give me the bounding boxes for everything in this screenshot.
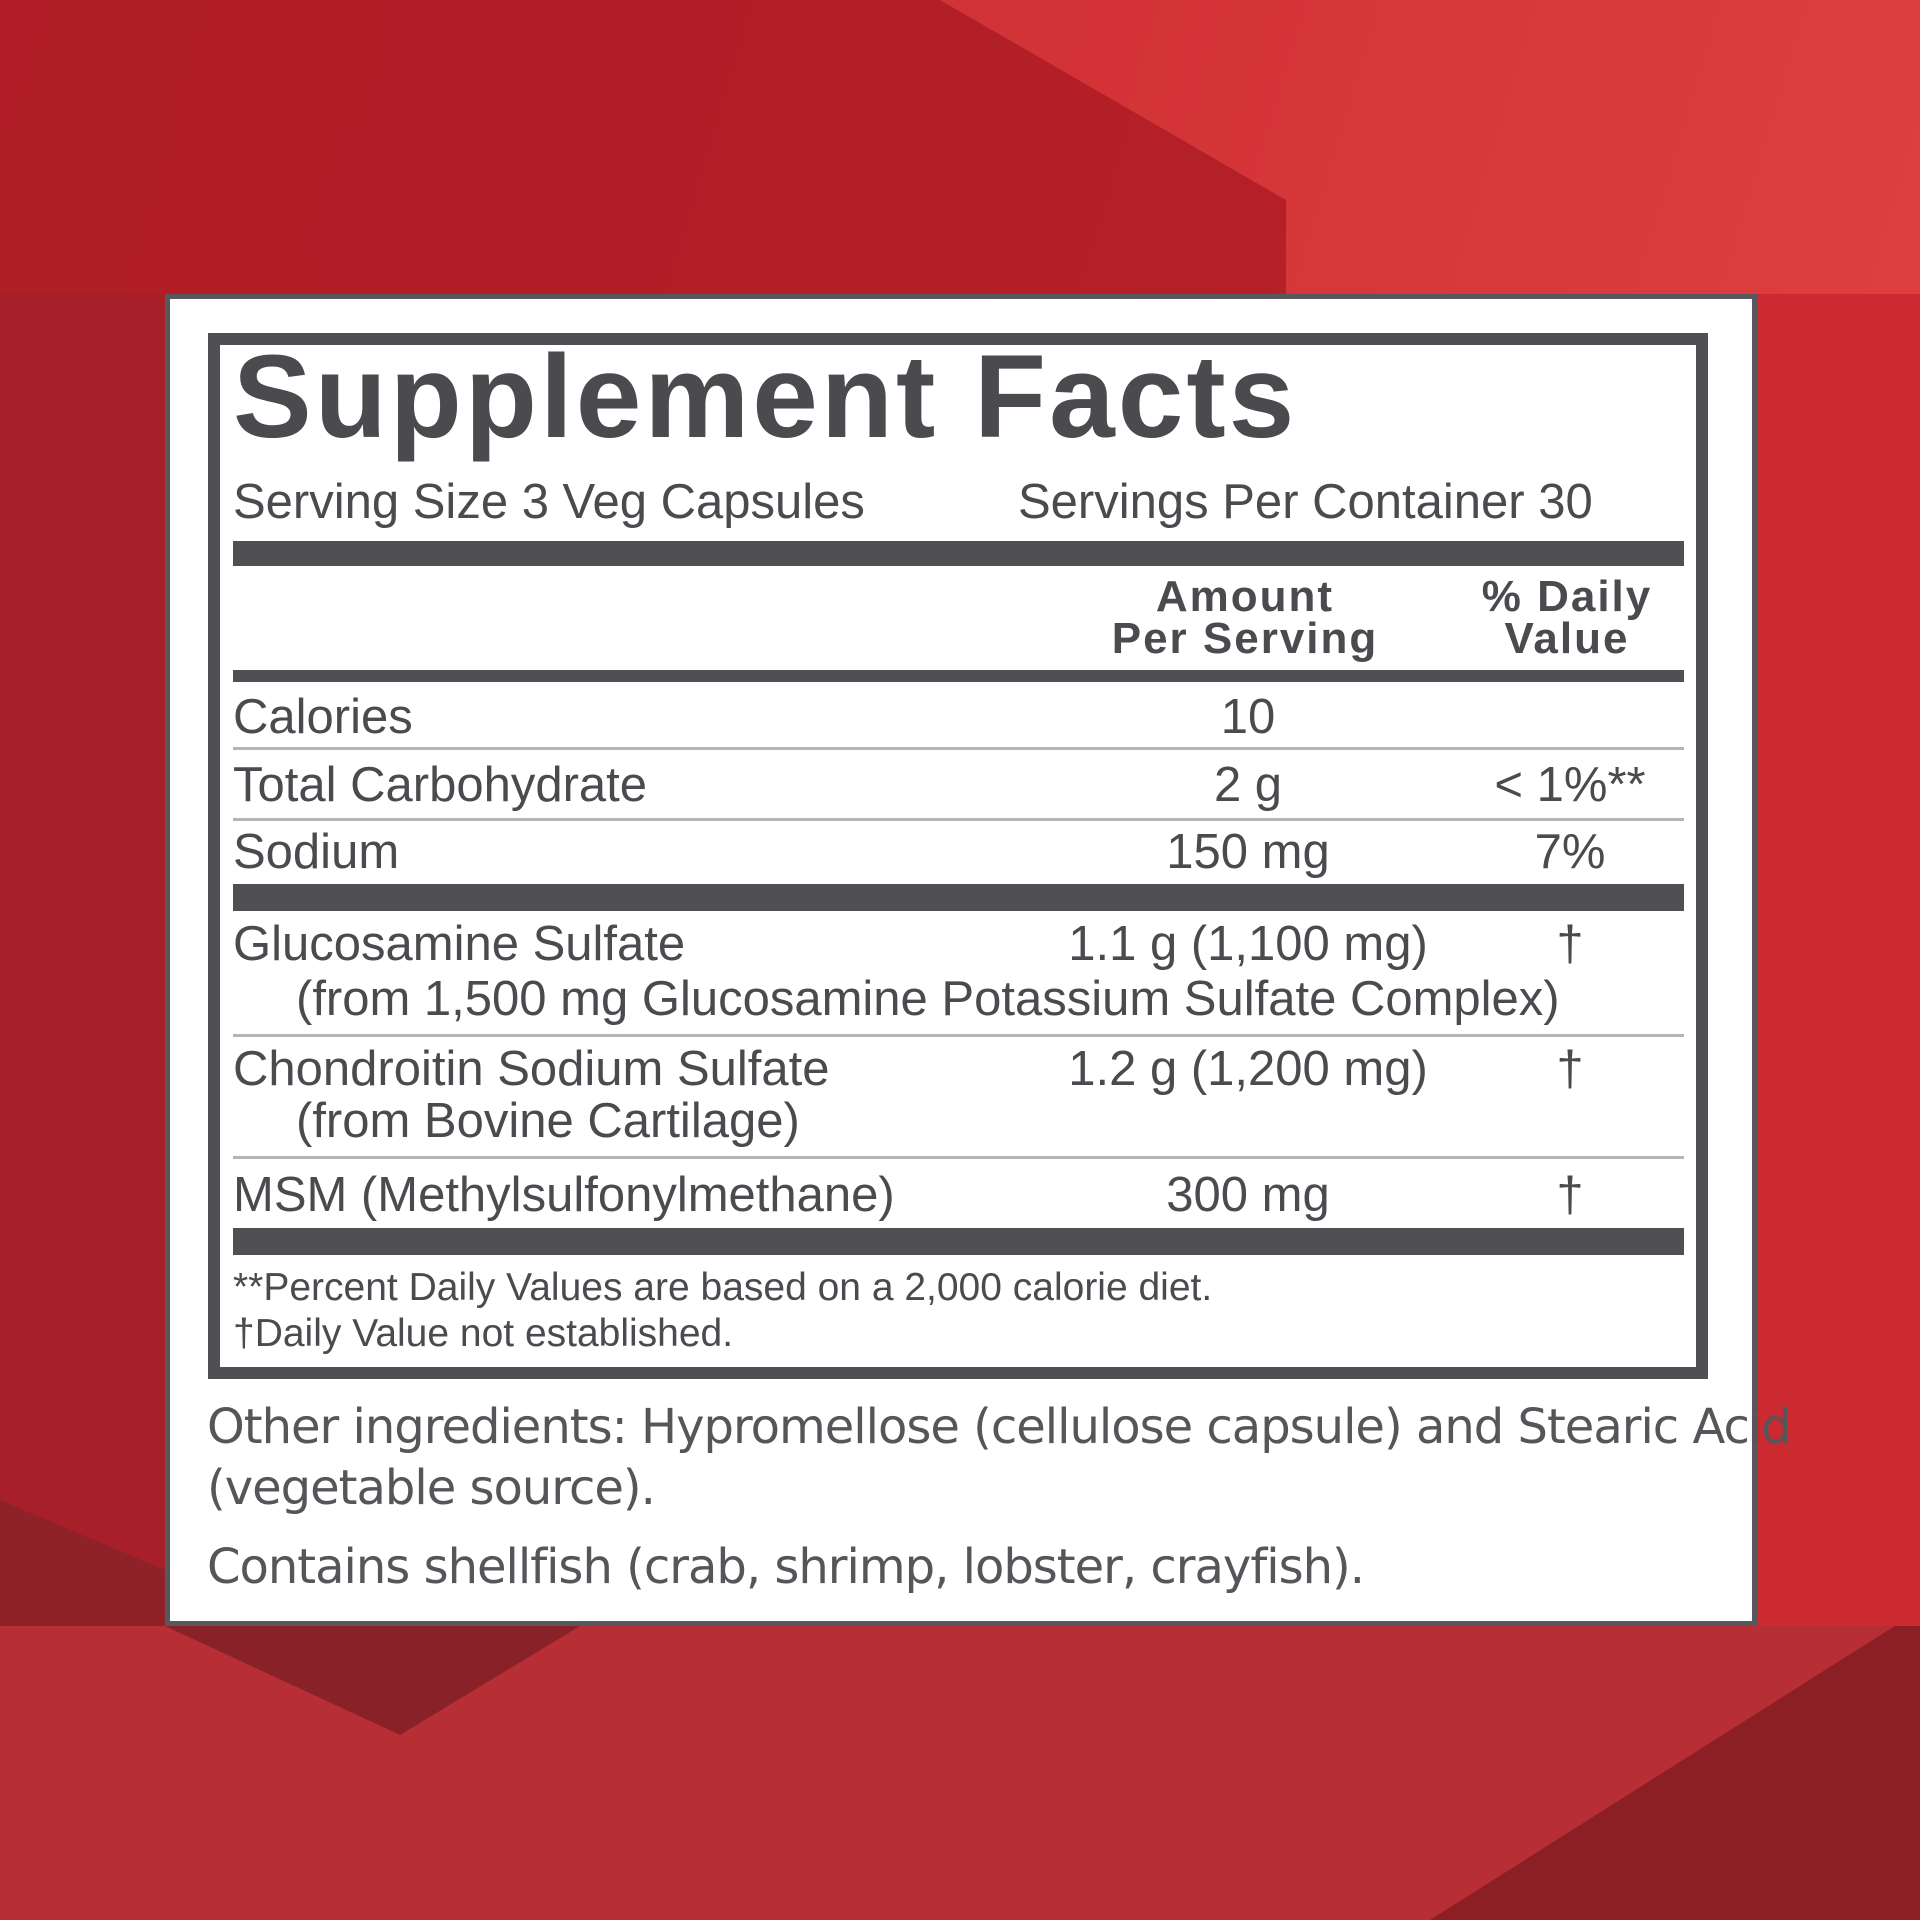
row-dv: < 1%** xyxy=(1494,758,1646,812)
dv-header-line2: Value xyxy=(1504,614,1630,663)
row-divider xyxy=(233,818,1684,821)
thick-divider xyxy=(233,1228,1684,1255)
supplement-facts-box xyxy=(208,333,1708,1379)
row-amount: 150 mg xyxy=(1166,825,1330,879)
footnote-dagger: †Daily Value not established. xyxy=(233,1312,734,1355)
row-name: MSM (Methylsulfonylmethane) xyxy=(233,1168,895,1222)
footnote-percent-dv: **Percent Daily Values are based on a 2,… xyxy=(233,1266,1213,1309)
allergen-statement: Contains shellfish (crab, shrimp, lobste… xyxy=(207,1539,1365,1595)
row-name: Glucosamine Sulfate xyxy=(233,917,686,971)
thick-divider xyxy=(233,541,1684,566)
dv-header-line1: % Daily xyxy=(1481,572,1653,621)
row-divider xyxy=(233,1156,1684,1159)
row-name: Calories xyxy=(233,690,413,744)
row-dv: † xyxy=(1556,1042,1584,1096)
row-amount: 1.1 g (1,100 mg) xyxy=(1068,917,1428,971)
daily-value-header: % Daily Value xyxy=(1481,572,1653,663)
row-divider xyxy=(233,1034,1684,1037)
amount-header-line2: Per Serving xyxy=(1111,614,1379,663)
other-ingredients-line2: (vegetable source). xyxy=(207,1460,656,1516)
row-subtext: (from 1,500 mg Glucosamine Potassium Sul… xyxy=(296,972,1560,1026)
row-amount: 2 g xyxy=(1213,758,1283,812)
row-amount: 300 mg xyxy=(1166,1168,1330,1222)
row-dv: † xyxy=(1556,1168,1584,1222)
row-dv: 7% xyxy=(1534,825,1606,879)
row-amount: 10 xyxy=(1220,690,1276,744)
medium-divider xyxy=(233,670,1684,682)
serving-size: Serving Size 3 Veg Capsules xyxy=(233,475,865,529)
row-name: Total Carbohydrate xyxy=(233,758,648,812)
row-divider xyxy=(233,747,1684,750)
thick-divider xyxy=(233,884,1684,911)
facts-title: Supplement Facts xyxy=(233,331,1298,463)
row-dv: † xyxy=(1556,917,1584,971)
amount-header: Amount Per Serving xyxy=(1111,572,1379,663)
other-ingredients-line1: Other ingredients: Hypromellose (cellulo… xyxy=(207,1399,1792,1455)
row-name: Chondroitin Sodium Sulfate xyxy=(233,1042,830,1096)
row-subtext: (from Bovine Cartilage) xyxy=(296,1094,800,1148)
servings-per-container: Servings Per Container 30 xyxy=(1018,475,1593,529)
row-amount: 1.2 g (1,200 mg) xyxy=(1068,1042,1428,1096)
row-name: Sodium xyxy=(233,825,400,879)
amount-header-line1: Amount xyxy=(1155,572,1335,621)
